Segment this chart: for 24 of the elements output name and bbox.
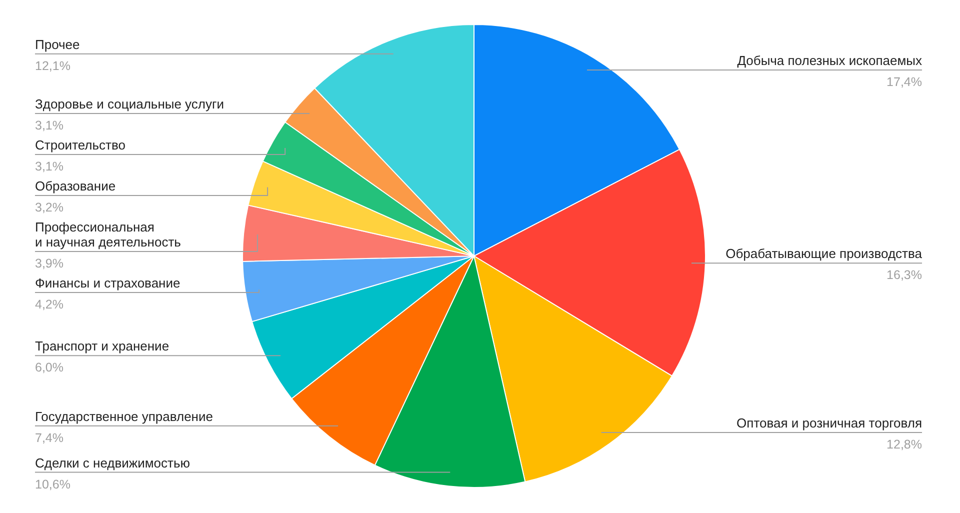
- slice-label: Образование: [35, 178, 116, 194]
- slice-label: Транспорт и хранение: [35, 338, 170, 354]
- data-label: 12,1%: [35, 58, 70, 73]
- slice-label: Прочее: [35, 36, 80, 52]
- slice-label: Оптовая и розничная торговля: [736, 416, 922, 431]
- data-label: 12,8%: [886, 438, 922, 452]
- data-label: 17,4%: [886, 75, 922, 90]
- data-label: 6,0%: [35, 360, 64, 375]
- slice-label: Сделки с недвижимостью: [35, 455, 190, 470]
- slice-label: Финансы и страхование: [35, 275, 180, 290]
- slice-label: Профессиональная и научная деятельность: [35, 219, 182, 250]
- slice-label: Здоровье и социальные услуги: [35, 96, 224, 112]
- slice-label: Добыча полезных ископаемых: [737, 53, 922, 68]
- data-label: 3,2%: [35, 200, 64, 214]
- slice-label: Обрабатывающие производства: [726, 246, 923, 262]
- slice-label: Государственное управление: [35, 408, 213, 424]
- data-label: 7,4%: [35, 430, 64, 445]
- data-label: 10,6%: [35, 477, 70, 492]
- data-label: 3,1%: [35, 118, 64, 132]
- slice-label: Строительство: [35, 137, 126, 152]
- data-label: 16,3%: [886, 268, 922, 282]
- data-label: 3,9%: [35, 256, 64, 270]
- data-label: 4,2%: [35, 297, 64, 312]
- data-label: 3,1%: [35, 159, 64, 174]
